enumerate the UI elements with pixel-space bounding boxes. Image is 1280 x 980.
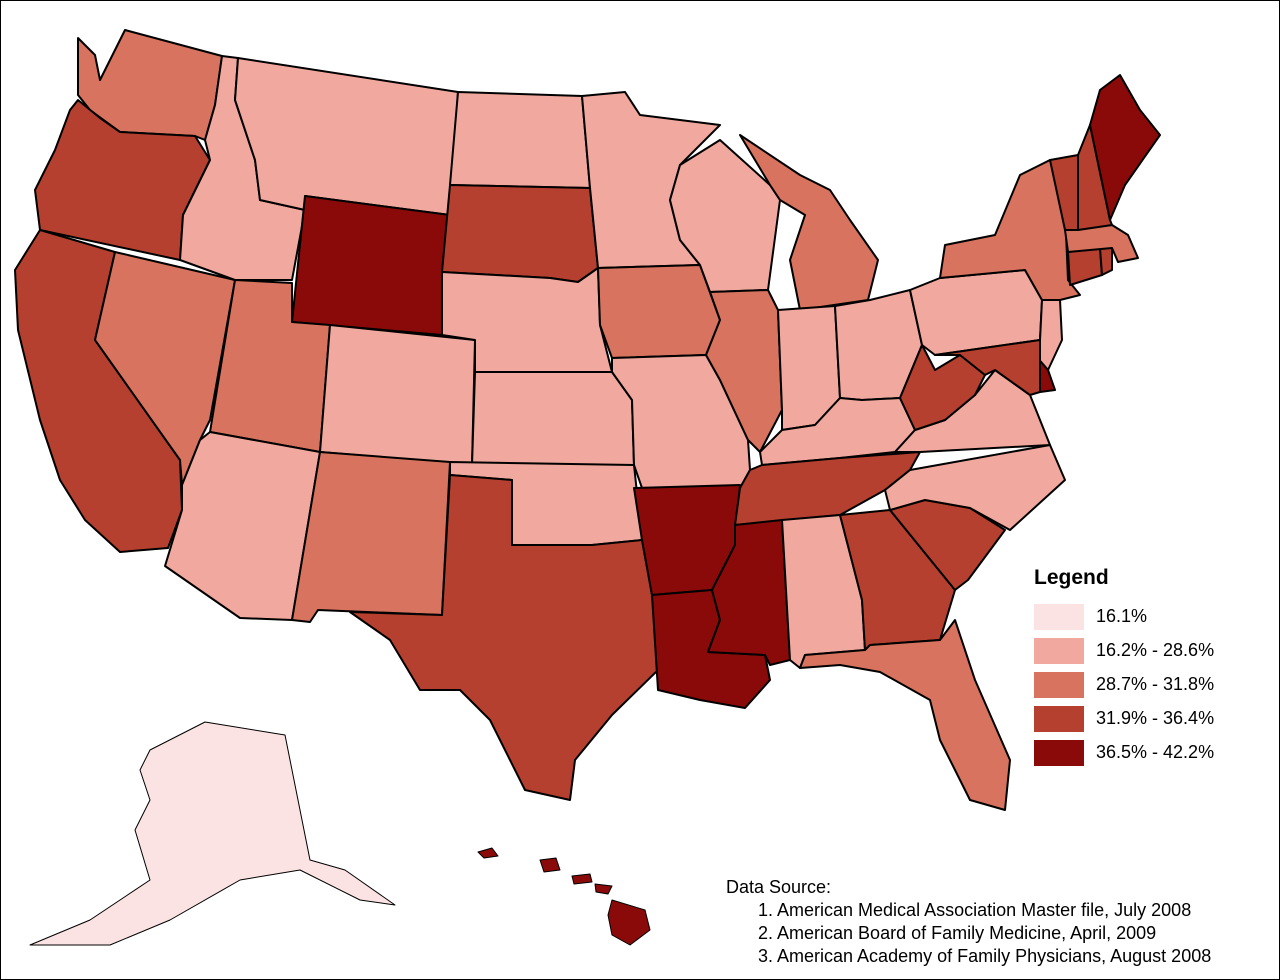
state-il[interactable] xyxy=(705,289,783,453)
state-mi[interactable] xyxy=(739,134,879,311)
legend: Legend 16.1% 16.2% - 28.6% 28.7% - 31.8%… xyxy=(1034,566,1264,774)
state-nh[interactable] xyxy=(1077,124,1113,231)
data-source: Data Source: 1. American Medical Associa… xyxy=(726,876,1211,968)
legend-swatch xyxy=(1034,638,1084,664)
legend-item: 28.7% - 31.8% xyxy=(1034,672,1264,706)
state-me[interactable] xyxy=(1089,74,1161,221)
legend-swatch xyxy=(1034,604,1084,630)
state-co[interactable] xyxy=(319,324,476,466)
legend-label: 28.7% - 31.8% xyxy=(1096,674,1215,694)
legend-label: 16.2% - 28.6% xyxy=(1096,640,1215,660)
state-wy[interactable] xyxy=(291,195,451,336)
state-ct[interactable] xyxy=(1067,247,1103,286)
legend-swatch xyxy=(1034,672,1084,698)
legend-label: 31.9% - 36.4% xyxy=(1096,708,1215,728)
legend-swatch xyxy=(1034,706,1084,732)
state-sd[interactable] xyxy=(441,184,599,283)
state-nm[interactable] xyxy=(291,451,451,623)
state-nd[interactable] xyxy=(449,91,591,189)
state-ak[interactable] xyxy=(29,721,396,946)
state-mt[interactable] xyxy=(234,57,459,216)
legend-item: 31.9% - 36.4% xyxy=(1034,706,1264,740)
data-source-item: 2. American Board of Family Medicine, Ap… xyxy=(758,923,1157,943)
legend-label: 16.1% xyxy=(1096,606,1148,626)
state-fl[interactable] xyxy=(799,619,1011,811)
state-md[interactable] xyxy=(934,339,1041,396)
state-tx[interactable] xyxy=(349,474,659,801)
data-source-item: 1. American Medical Association Master f… xyxy=(758,900,1192,920)
legend-label: 36.5% - 42.2% xyxy=(1096,742,1215,762)
legend-item: 16.2% - 28.6% xyxy=(1034,638,1264,672)
state-ia[interactable] xyxy=(597,264,721,359)
legend-item: 36.5% - 42.2% xyxy=(1034,740,1264,774)
state-nc[interactable] xyxy=(884,444,1066,531)
hawaii-islands xyxy=(477,847,651,946)
legend-title: Legend xyxy=(1034,566,1109,589)
state-ma[interactable] xyxy=(1064,224,1139,263)
legend-item: 16.1% xyxy=(1034,604,1264,638)
state-ks[interactable] xyxy=(471,371,635,466)
legend-swatch xyxy=(1034,740,1084,766)
state-ri[interactable] xyxy=(1099,247,1113,276)
state-hi[interactable] xyxy=(477,847,651,946)
state-ne[interactable] xyxy=(441,267,613,373)
data-source-item: 3. American Academy of Family Physicians… xyxy=(758,946,1212,966)
data-source-heading: Data Source: xyxy=(726,877,832,897)
